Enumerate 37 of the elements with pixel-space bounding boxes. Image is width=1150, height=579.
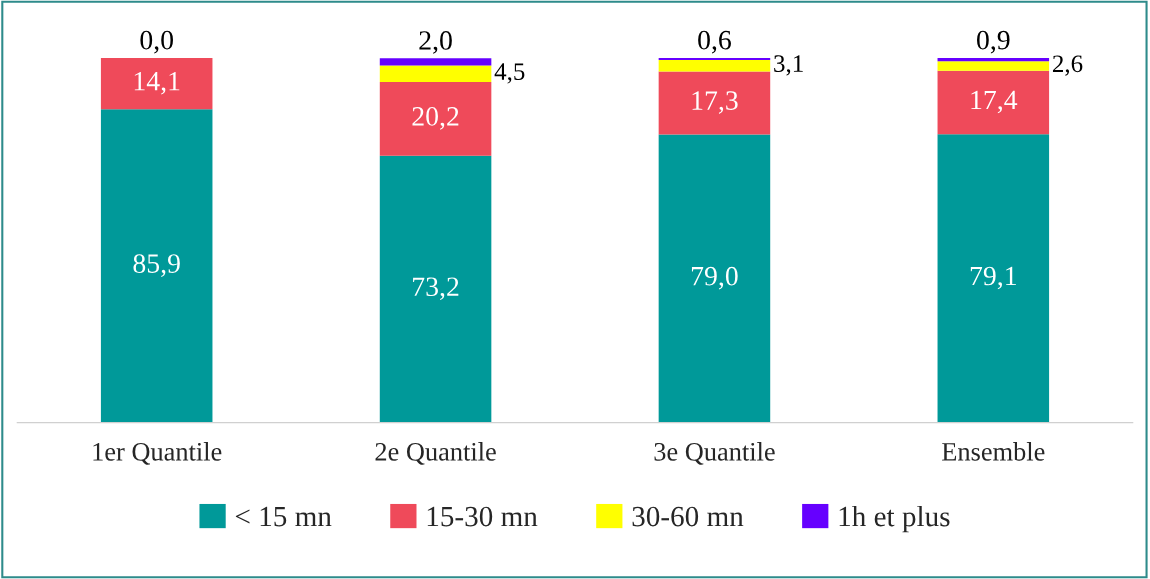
bar [379,155,492,423]
data-label: 3,1 [774,55,803,76]
x-tick-label: 1er Quantile [93,442,222,465]
data-label: 0,9 [977,30,1010,54]
bar [937,57,1050,62]
data-label: 79,1 [970,266,1016,290]
data-label: 73,2 [413,277,459,301]
bar [379,81,492,156]
data-label: 17,4 [971,90,1018,114]
bar [100,109,213,423]
data-label: 4,5 [494,63,525,84]
data-label: 14,1 [134,71,180,95]
data-label: 79,0 [691,266,738,290]
x-tick-label: 3e Quantile [654,442,775,465]
data-label: 17,3 [692,91,738,114]
x-tick-label: 2e Quantile [375,442,496,465]
data-label: 20,2 [412,107,459,130]
bar [379,58,492,66]
bar [658,71,771,135]
bar [937,70,1050,135]
legend-label: 1h et plus [839,505,950,533]
bar [937,134,1050,423]
data-label: 0,6 [698,30,731,54]
bar [658,134,771,423]
data-label: 2,0 [419,31,452,54]
legend-label: 15-30 mn [427,506,538,527]
bar [658,57,771,61]
x-tick-label: Ensemble [942,442,1045,461]
data-label: 2,6 [1052,55,1083,76]
bar [100,57,213,110]
legend-label: 30-60 mn [632,506,744,527]
legend-label: < 15 mn [235,506,332,527]
bar [379,65,492,82]
data-label: 85,9 [133,254,180,277]
bar [937,61,1050,71]
data-label: 0,0 [140,30,173,54]
bar [658,60,771,72]
